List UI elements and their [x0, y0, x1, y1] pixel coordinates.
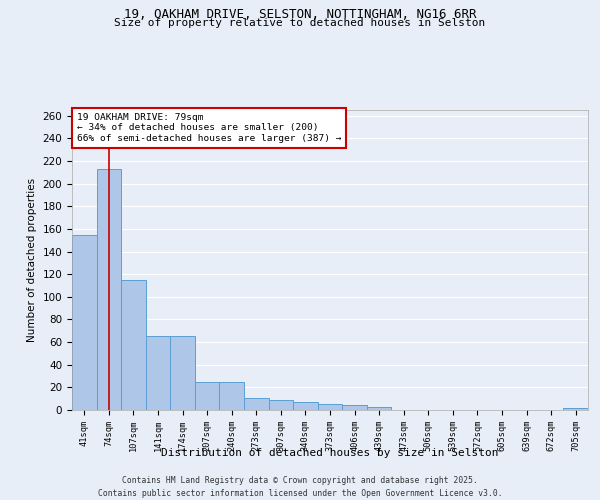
Bar: [342, 406, 367, 410]
Bar: [293, 402, 318, 410]
Text: Size of property relative to detached houses in Selston: Size of property relative to detached ho…: [115, 18, 485, 28]
Bar: [146, 336, 170, 410]
Bar: [244, 398, 269, 410]
Bar: [318, 404, 342, 410]
Bar: [563, 408, 588, 410]
Bar: [367, 406, 391, 410]
Bar: [195, 382, 220, 410]
Text: 19 OAKHAM DRIVE: 79sqm
← 34% of detached houses are smaller (200)
66% of semi-de: 19 OAKHAM DRIVE: 79sqm ← 34% of detached…: [77, 113, 341, 143]
Y-axis label: Number of detached properties: Number of detached properties: [27, 178, 37, 342]
Bar: [269, 400, 293, 410]
Bar: [72, 234, 97, 410]
Bar: [170, 336, 195, 410]
Bar: [97, 169, 121, 410]
Text: 19, OAKHAM DRIVE, SELSTON, NOTTINGHAM, NG16 6RR: 19, OAKHAM DRIVE, SELSTON, NOTTINGHAM, N…: [124, 8, 476, 20]
Bar: [121, 280, 146, 410]
Text: Contains HM Land Registry data © Crown copyright and database right 2025.
Contai: Contains HM Land Registry data © Crown c…: [98, 476, 502, 498]
Text: Distribution of detached houses by size in Selston: Distribution of detached houses by size …: [161, 448, 499, 458]
Bar: [220, 382, 244, 410]
